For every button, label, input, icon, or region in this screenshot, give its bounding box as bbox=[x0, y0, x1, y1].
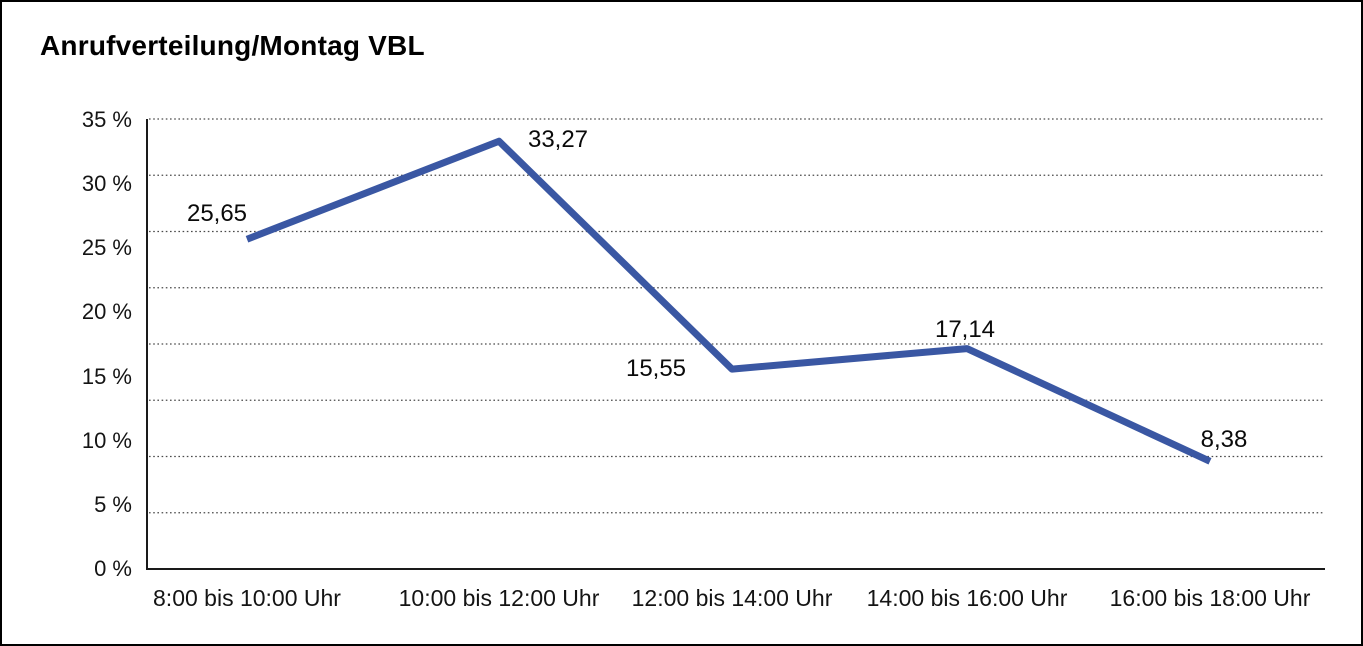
data-series-line bbox=[245, 137, 1212, 465]
x-axis-category-label: 8:00 bis 10:00 Uhr bbox=[153, 585, 341, 611]
y-axis-tick-label: 20 % bbox=[81, 299, 132, 324]
y-axis-tick-label: 35 % bbox=[81, 107, 132, 132]
data-point-label: 25,65 bbox=[186, 200, 248, 227]
y-axis-tick-label: 15 % bbox=[81, 364, 132, 389]
chart-title: Anrufverteilung/Montag VBL bbox=[40, 30, 425, 61]
data-point-label: 8,38 bbox=[1200, 426, 1248, 453]
y-axis-tick-label: 30 % bbox=[81, 171, 132, 196]
y-axis-tick-label: 0 % bbox=[94, 556, 132, 581]
y-axis-tick-label: 5 % bbox=[94, 492, 132, 517]
data-point-label: 33,27 bbox=[527, 126, 589, 153]
x-axis-category-label: 16:00 bis 18:00 Uhr bbox=[1109, 585, 1311, 611]
y-axis-tick-label: 25 % bbox=[81, 235, 132, 260]
data-point-label: 15,55 bbox=[625, 355, 687, 382]
x-axis-category-label: 12:00 bis 14:00 Uhr bbox=[631, 585, 833, 611]
x-axis-category-label: 14:00 bis 16:00 Uhr bbox=[866, 585, 1068, 611]
data-point-label: 17,14 bbox=[934, 316, 996, 343]
y-axis-tick-label: 10 % bbox=[81, 428, 132, 453]
x-axis-category-label: 10:00 bis 12:00 Uhr bbox=[398, 585, 600, 611]
